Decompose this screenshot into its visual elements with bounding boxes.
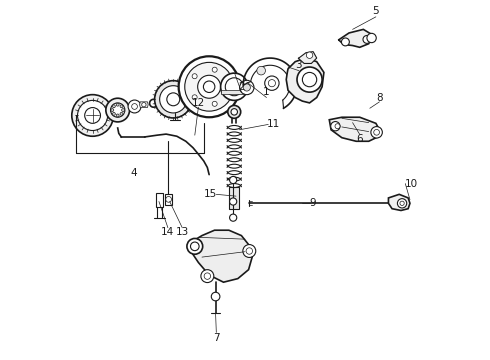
Circle shape: [111, 103, 125, 117]
Circle shape: [297, 67, 322, 92]
Circle shape: [246, 248, 252, 254]
Circle shape: [111, 109, 114, 112]
Circle shape: [367, 33, 376, 42]
Circle shape: [335, 124, 340, 129]
Circle shape: [142, 103, 146, 107]
Circle shape: [132, 104, 137, 109]
Circle shape: [204, 273, 211, 279]
Circle shape: [120, 112, 123, 115]
Polygon shape: [156, 193, 163, 207]
Circle shape: [230, 176, 237, 184]
Circle shape: [400, 201, 404, 206]
Circle shape: [112, 112, 115, 115]
Text: 15: 15: [204, 189, 218, 199]
Circle shape: [160, 86, 187, 113]
Circle shape: [112, 105, 115, 108]
Circle shape: [220, 73, 248, 100]
Circle shape: [243, 244, 256, 257]
Circle shape: [230, 198, 237, 205]
Polygon shape: [389, 194, 410, 211]
Circle shape: [257, 66, 266, 75]
Circle shape: [166, 197, 171, 202]
Circle shape: [212, 67, 217, 72]
Text: 9: 9: [310, 198, 317, 208]
Circle shape: [185, 62, 234, 111]
Polygon shape: [166, 194, 172, 205]
Circle shape: [191, 242, 199, 251]
Circle shape: [265, 76, 279, 90]
Circle shape: [106, 98, 129, 122]
Circle shape: [192, 95, 197, 100]
Circle shape: [331, 122, 340, 131]
Circle shape: [116, 114, 119, 117]
Circle shape: [306, 52, 313, 58]
Circle shape: [155, 81, 192, 118]
Circle shape: [231, 109, 238, 115]
Circle shape: [167, 93, 180, 106]
Circle shape: [243, 84, 250, 91]
Text: 14: 14: [161, 227, 174, 237]
Text: 5: 5: [372, 6, 379, 17]
Circle shape: [225, 78, 243, 96]
Text: 1: 1: [263, 87, 270, 97]
Circle shape: [116, 103, 119, 106]
Polygon shape: [140, 102, 148, 108]
Circle shape: [179, 56, 240, 117]
Text: 10: 10: [405, 179, 418, 189]
Circle shape: [240, 80, 254, 95]
Polygon shape: [338, 30, 372, 47]
Circle shape: [212, 101, 217, 106]
Circle shape: [85, 108, 100, 123]
Polygon shape: [329, 117, 379, 141]
Circle shape: [197, 75, 220, 98]
Circle shape: [120, 105, 123, 108]
Circle shape: [230, 214, 237, 221]
Circle shape: [269, 80, 275, 87]
Polygon shape: [229, 187, 239, 209]
Circle shape: [302, 72, 317, 87]
Text: 12: 12: [192, 98, 205, 108]
Circle shape: [203, 81, 215, 93]
Polygon shape: [220, 90, 248, 94]
Circle shape: [122, 109, 124, 112]
Text: 11: 11: [267, 120, 280, 129]
Text: 7: 7: [213, 333, 220, 343]
Circle shape: [192, 74, 197, 79]
Circle shape: [374, 130, 379, 135]
Text: 3: 3: [295, 60, 302, 70]
Circle shape: [187, 238, 203, 254]
Circle shape: [201, 270, 214, 283]
Polygon shape: [190, 230, 252, 282]
Polygon shape: [298, 51, 317, 63]
Circle shape: [224, 84, 230, 89]
Circle shape: [228, 105, 241, 118]
Text: 2: 2: [238, 82, 245, 92]
Text: 6: 6: [356, 134, 363, 144]
Text: 4: 4: [130, 168, 137, 178]
Circle shape: [77, 100, 108, 131]
Circle shape: [128, 100, 141, 113]
Text: 13: 13: [175, 227, 189, 237]
Circle shape: [342, 38, 349, 46]
Polygon shape: [286, 58, 324, 103]
Circle shape: [397, 199, 407, 208]
Circle shape: [211, 292, 220, 301]
Circle shape: [371, 127, 382, 138]
Text: 8: 8: [376, 93, 383, 103]
Circle shape: [363, 36, 371, 43]
Circle shape: [72, 95, 113, 136]
